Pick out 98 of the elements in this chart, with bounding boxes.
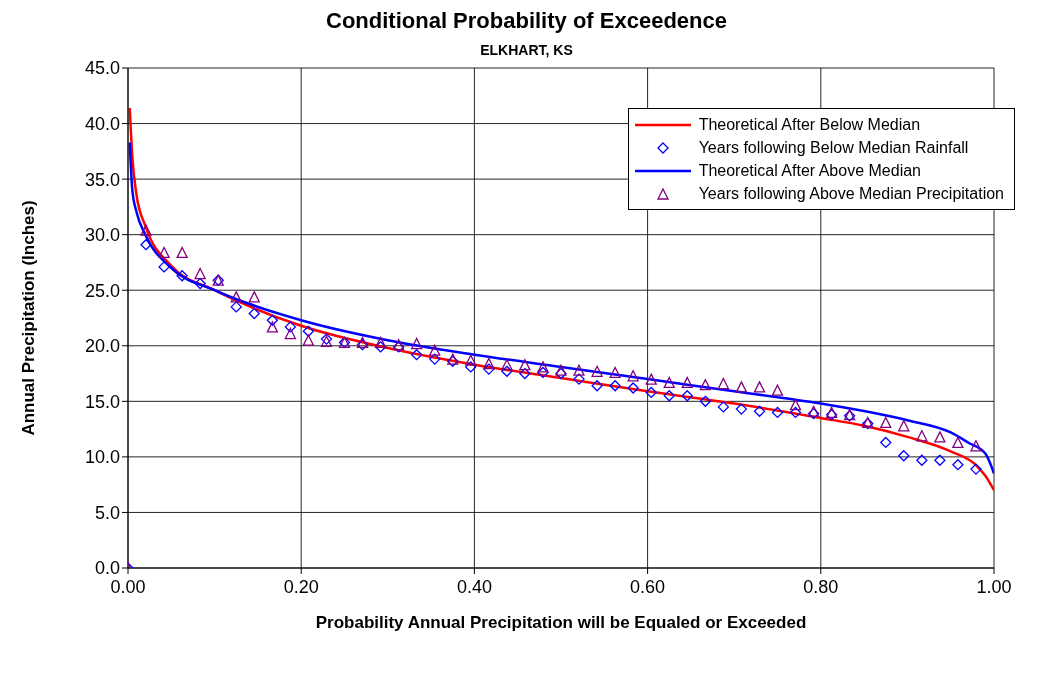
point <box>374 336 387 349</box>
point <box>681 390 693 402</box>
x-tick-label: 0.40 <box>456 576 492 597</box>
point <box>266 321 279 333</box>
legend-label: Theoretical After Above Median <box>698 161 921 180</box>
point <box>302 325 315 337</box>
y-tick-label: 10.0 <box>84 447 120 468</box>
point <box>284 327 297 340</box>
point <box>230 291 242 303</box>
point <box>753 381 766 393</box>
point <box>645 373 657 385</box>
point <box>952 436 964 449</box>
x-tick-label: 0.00 <box>110 576 146 597</box>
chart-subtitle: ELKHART, KS <box>479 42 574 58</box>
point <box>898 450 910 462</box>
point <box>717 401 730 413</box>
y-tick-label: 15.0 <box>84 391 120 412</box>
point <box>410 349 423 361</box>
point <box>555 364 567 376</box>
point <box>465 361 477 373</box>
point <box>176 270 188 282</box>
y-tick-label: 45.0 <box>84 58 120 79</box>
x-axis-title: Probability Annual Precipitation will be Equaled or Exceeded <box>315 613 807 632</box>
point <box>771 406 784 419</box>
point <box>916 430 928 442</box>
point <box>537 361 549 373</box>
point <box>663 390 675 402</box>
point <box>609 366 621 379</box>
point <box>717 377 730 390</box>
point <box>230 301 242 313</box>
point <box>501 365 513 377</box>
point <box>410 337 423 350</box>
point <box>591 365 603 377</box>
point <box>934 454 946 466</box>
point <box>284 321 297 333</box>
y-tick-label: 0.0 <box>94 558 120 579</box>
point <box>916 454 928 466</box>
point <box>194 267 206 280</box>
point <box>789 399 802 411</box>
point <box>537 366 549 379</box>
point <box>429 353 441 365</box>
point <box>753 405 766 417</box>
point <box>248 291 260 303</box>
y-tick-label: 40.0 <box>84 113 120 134</box>
legend-label: Years following Below Median Rainfall <box>698 138 969 157</box>
point <box>699 395 712 407</box>
y-tick-label: 5.0 <box>94 502 120 523</box>
point <box>158 246 170 259</box>
point <box>302 334 315 346</box>
point <box>248 307 260 320</box>
point <box>194 277 206 290</box>
point <box>699 379 712 391</box>
point <box>970 440 982 452</box>
point <box>176 246 188 259</box>
y-axis-title: Annual Precipitation (Inches) <box>19 200 39 436</box>
x-tick-label: 0.60 <box>630 576 666 597</box>
point <box>898 420 910 432</box>
point <box>591 380 603 392</box>
point <box>483 363 495 375</box>
x-tick-label: 0.20 <box>283 576 319 597</box>
point <box>970 463 982 475</box>
point <box>952 459 964 471</box>
point <box>789 406 802 419</box>
point <box>609 380 621 392</box>
point <box>465 354 477 366</box>
y-tick-label: 20.0 <box>84 336 120 357</box>
x-tick-label: 0.80 <box>803 576 839 597</box>
point <box>519 367 531 380</box>
point <box>140 239 152 251</box>
point <box>880 416 892 429</box>
point <box>374 341 387 353</box>
point <box>158 261 170 273</box>
legend-label: Years following Above Median Precipitation <box>698 184 1004 203</box>
y-tick-label: 35.0 <box>84 169 120 190</box>
point <box>519 359 531 371</box>
point <box>555 367 567 380</box>
point <box>573 364 585 376</box>
point <box>735 381 748 393</box>
point <box>663 376 675 389</box>
point <box>771 384 784 396</box>
point <box>429 344 441 356</box>
chart-title: Conditional Probability of Exceedence <box>325 8 728 34</box>
point <box>880 436 892 449</box>
point <box>645 386 657 399</box>
legend-label: Theoretical After Below Median <box>698 115 921 134</box>
y-tick-label: 30.0 <box>84 225 120 246</box>
y-tick-label: 25.0 <box>84 280 120 301</box>
point <box>483 357 495 370</box>
point <box>140 224 152 236</box>
point <box>627 370 639 382</box>
point <box>573 373 585 385</box>
point <box>735 403 748 415</box>
point <box>266 314 279 326</box>
point <box>934 431 946 443</box>
point <box>681 376 693 389</box>
x-tick-label: 1.00 <box>976 576 1012 597</box>
point <box>501 359 513 371</box>
point <box>627 382 639 394</box>
